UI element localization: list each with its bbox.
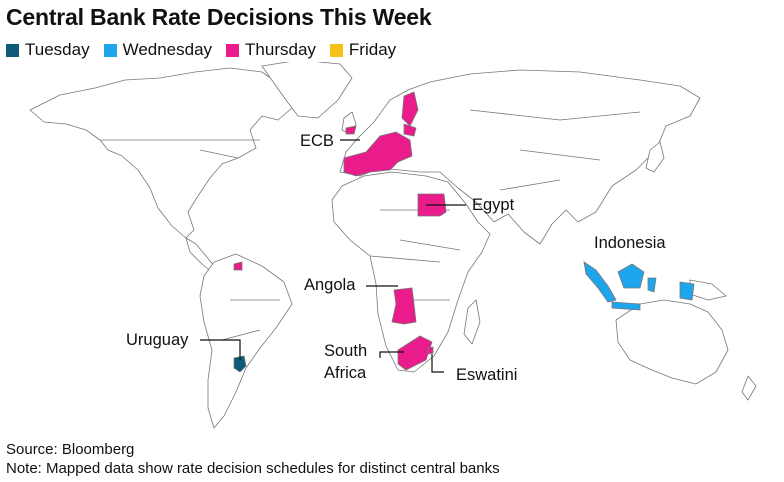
- region-indonesia: [583, 261, 695, 311]
- legend-item-wednesday: Wednesday: [103, 40, 213, 60]
- eurasia-landmass: [339, 69, 701, 245]
- new-zealand: [741, 375, 757, 401]
- legend-item-friday: Friday: [329, 40, 397, 60]
- borders: [100, 109, 641, 341]
- label-egypt: Egypt: [472, 196, 515, 214]
- chart-title: Central Bank Rate Decisions This Week: [6, 4, 432, 30]
- legend-label-wednesday: Wednesday: [122, 40, 213, 59]
- region-uruguay: [233, 355, 247, 373]
- japan: [645, 141, 665, 173]
- label-indonesia: Indonesia: [594, 234, 666, 252]
- label-eswatini: Eswatini: [456, 366, 517, 384]
- legend-label-friday: Friday: [348, 40, 397, 59]
- legend-item-thursday: Thursday: [226, 40, 316, 60]
- australia-landmass: [615, 299, 729, 385]
- label-south-africa-line2: Africa: [324, 364, 367, 382]
- label-angola: Angola: [304, 276, 356, 294]
- legend-swatch-tuesday: [6, 43, 19, 57]
- legend-swatch-friday: [329, 43, 343, 57]
- leader-lines: [200, 139, 466, 373]
- greenland: [261, 62, 353, 119]
- legend-label-thursday: Thursday: [245, 40, 316, 59]
- legend-swatch-thursday: [226, 43, 240, 57]
- region-caribbean: [233, 261, 243, 271]
- legend-label-tuesday: Tuesday: [25, 40, 90, 59]
- new-guinea: [689, 279, 727, 301]
- footer: Source: Bloomberg Note: Mapped data show…: [6, 440, 500, 478]
- madagascar: [463, 299, 481, 345]
- region-south-africa: [397, 335, 433, 371]
- world-map: ECB Egypt Indonesia Angola Uruguay South…: [29, 62, 757, 429]
- region-ecb: [343, 91, 419, 177]
- africa-landmass: [331, 171, 491, 373]
- legend: Tuesday Wednesday Thursday Friday: [6, 40, 396, 60]
- label-ecb: ECB: [300, 132, 334, 150]
- north-america-landmass: [29, 67, 293, 239]
- source-text: Source: Bloomberg: [6, 441, 135, 458]
- label-south-africa-line1: South: [324, 342, 367, 360]
- label-uruguay: Uruguay: [126, 331, 189, 349]
- region-angola: [391, 287, 417, 325]
- region-eswatini: [427, 346, 434, 355]
- legend-swatch-wednesday: [103, 43, 117, 57]
- south-america-landmass: [199, 253, 293, 429]
- note-text: Note: Mapped data show rate decision sch…: [6, 460, 500, 477]
- legend-item-tuesday: Tuesday: [6, 40, 90, 60]
